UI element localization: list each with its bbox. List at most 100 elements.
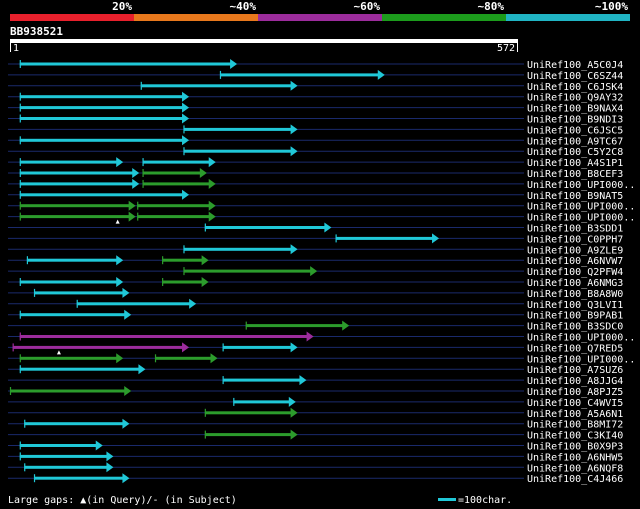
hit-row[interactable]: UniRef100_C6JSC5 (8, 124, 623, 136)
hit-row[interactable]: UniRef100_B3SDD1 (8, 222, 623, 235)
hit-label[interactable]: UniRef100_C6JSC5 (527, 125, 623, 136)
hit-label[interactable]: UniRef100_A8JJG4 (527, 376, 623, 387)
hit-row[interactable]: UniRef100_B8MI72 (8, 418, 623, 431)
hit-label[interactable]: UniRef100_Q2PFW4 (527, 267, 623, 278)
alignment-segment[interactable] (19, 356, 118, 360)
hit-row[interactable]: UniRef100_B9NAX4 (8, 102, 623, 115)
hit-row[interactable]: UniRef100_Q9AY32 (8, 91, 623, 104)
alignment-segment[interactable] (204, 226, 326, 229)
alignment-segment[interactable] (155, 356, 212, 360)
hit-label[interactable]: UniRef100_UPI000.. (527, 213, 635, 224)
hit-label[interactable]: UniRef100_C6SZ44 (527, 71, 623, 82)
hit-label[interactable]: UniRef100_A4S1P1 (527, 158, 623, 169)
hit-row[interactable]: UniRef100_A5C0J4 (8, 59, 623, 71)
hit-label[interactable]: UniRef100_B9NAX4 (527, 104, 623, 115)
alignment-segment[interactable] (222, 378, 301, 382)
alignment-segment[interactable] (162, 258, 203, 262)
hit-label[interactable]: UniRef100_B9NAT5 (527, 191, 623, 202)
hit-label[interactable]: UniRef100_Q3LVI1 (527, 300, 623, 311)
hit-label[interactable]: UniRef100_A7SUZ6 (527, 365, 623, 376)
hit-row[interactable]: UniRef100_Q7RED5 (8, 342, 623, 355)
hit-label[interactable]: UniRef100_A5A6N1 (527, 409, 623, 420)
alignment-segment[interactable] (183, 247, 292, 251)
hit-label[interactable]: UniRef100_C3KI40 (527, 431, 623, 442)
hit-label[interactable]: UniRef100_A5C0J4 (527, 60, 623, 71)
hit-label[interactable]: UniRef100_B8A8W0 (527, 289, 623, 300)
hit-label[interactable]: UniRef100_A6NVW7 (527, 256, 623, 267)
alignment-segment[interactable] (19, 171, 134, 175)
hit-label[interactable]: UniRef100_C5Y2C8 (527, 147, 623, 158)
alignment-segment[interactable] (183, 127, 292, 131)
alignment-segment[interactable] (183, 269, 312, 273)
alignment-segment[interactable] (19, 313, 126, 317)
hit-label[interactable]: UniRef100_A6NHW5 (527, 452, 623, 463)
hit-label[interactable]: UniRef100_B3SDC0 (527, 322, 623, 333)
hit-label[interactable]: UniRef100_UPI000.. (527, 333, 635, 344)
hit-label[interactable]: UniRef100_UPI000.. (527, 202, 635, 213)
alignment-segment[interactable] (24, 465, 108, 469)
alignment-segment[interactable] (204, 411, 292, 415)
alignment-segment[interactable] (19, 117, 184, 120)
hit-label[interactable]: UniRef100_Q9AY32 (527, 93, 623, 104)
hit-row[interactable]: UniRef100_B9NDI3 (8, 113, 623, 126)
hit-label[interactable]: UniRef100_UPI000.. (527, 354, 635, 365)
alignment-segment[interactable] (12, 345, 184, 349)
alignment-segment[interactable] (19, 335, 308, 338)
hit-row[interactable]: UniRef100_C0PPH7 (8, 233, 623, 245)
hit-row[interactable]: UniRef100_A8PJZ5 (8, 386, 623, 398)
alignment-segment[interactable] (142, 171, 201, 175)
hit-row[interactable]: UniRef100_A6NQF8 (8, 462, 623, 474)
alignment-segment[interactable] (19, 367, 140, 371)
alignment-segment[interactable] (142, 182, 210, 186)
hit-label[interactable]: UniRef100_B8CEF3 (527, 169, 623, 180)
alignment-segment[interactable] (34, 476, 124, 480)
hit-row[interactable]: UniRef100_B8CEF3 (8, 168, 623, 180)
alignment-segment[interactable] (142, 160, 210, 164)
alignment-segment[interactable] (204, 433, 292, 437)
alignment-segment[interactable] (19, 454, 108, 458)
hit-row[interactable]: UniRef100_B9NAT5 (8, 189, 623, 202)
alignment-segment[interactable] (19, 204, 130, 208)
hit-row[interactable]: UniRef100_A9ZLE9 (8, 244, 623, 256)
alignment-segment[interactable] (137, 215, 210, 219)
hit-row[interactable]: UniRef100_A7SUZ6 (8, 364, 623, 376)
hit-label[interactable]: UniRef100_Q7RED5 (527, 343, 623, 354)
hit-row[interactable]: UniRef100_C5Y2C8 (8, 146, 623, 158)
alignment-segment[interactable] (34, 291, 124, 295)
alignment-segment[interactable] (19, 138, 184, 142)
alignment-segment[interactable] (19, 160, 118, 164)
hit-label[interactable]: UniRef100_UPI000.. (527, 180, 635, 191)
hit-row[interactable]: UniRef100_A5A6N1 (8, 407, 623, 420)
alignment-segment[interactable] (76, 302, 191, 306)
hit-row[interactable]: UniRef100_C3KI40 (8, 429, 623, 442)
hit-row[interactable]: UniRef100_A6NMG3 (8, 277, 623, 289)
hit-row[interactable]: UniRef100_C4WVI5 (8, 396, 623, 409)
hit-label[interactable]: UniRef100_B9NDI3 (527, 115, 623, 126)
hit-row[interactable]: UniRef100_C6SZ44 (8, 69, 623, 82)
alignment-segment[interactable] (245, 324, 344, 328)
alignment-segment[interactable] (219, 73, 379, 77)
alignment-segment[interactable] (233, 400, 290, 404)
hit-row[interactable]: UniRef100_UPI000.. (8, 178, 635, 191)
alignment-segment[interactable] (19, 106, 184, 110)
hit-row[interactable]: UniRef100_A9TC67 (8, 135, 623, 147)
hit-row[interactable]: UniRef100_C6JSK4 (8, 80, 623, 93)
hit-label[interactable]: UniRef100_A6NQF8 (527, 463, 623, 474)
alignment-segment[interactable] (183, 149, 292, 153)
alignment-segment[interactable] (19, 62, 232, 66)
hit-row[interactable]: UniRef100_UPI000.. (8, 353, 635, 365)
alignment-segment[interactable] (24, 422, 124, 426)
alignment-segment[interactable] (19, 280, 118, 284)
hit-label[interactable]: UniRef100_A6NMG3 (527, 278, 623, 289)
alignment-segment[interactable] (19, 95, 184, 99)
hit-row[interactable]: UniRef100_Q3LVI1 (8, 298, 623, 311)
alignment-segment[interactable] (19, 182, 134, 186)
hit-row[interactable]: UniRef100_B3SDC0 (8, 320, 623, 333)
hit-row[interactable]: UniRef100_B8A8W0 (8, 287, 623, 300)
hit-row[interactable]: UniRef100_A4S1P1 (8, 157, 623, 169)
hit-label[interactable]: UniRef100_B3SDD1 (527, 224, 623, 235)
alignment-segment[interactable] (162, 280, 203, 284)
hit-row[interactable]: UniRef100_A8JJG4 (8, 375, 623, 387)
hit-row[interactable]: UniRef100_UPI000.. (8, 331, 635, 344)
hit-label[interactable]: UniRef100_C6JSK4 (527, 82, 623, 93)
